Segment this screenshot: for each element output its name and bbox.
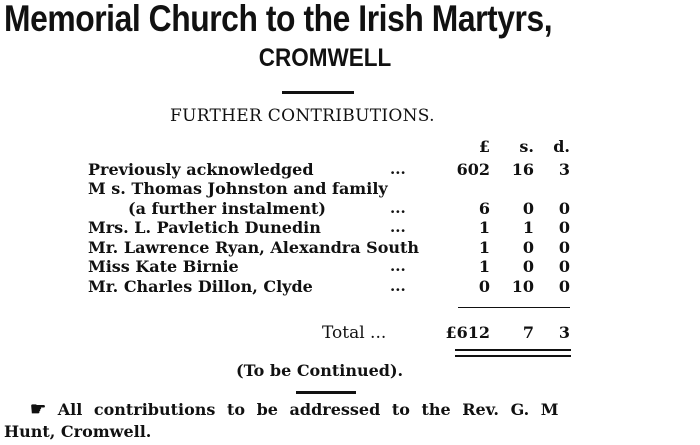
amount-shillings: 0 [522, 257, 534, 276]
divider [296, 391, 356, 394]
amount-pounds: 1 [478, 238, 490, 257]
amount-pence: 0 [558, 238, 570, 257]
amount-pounds: 1 [478, 218, 490, 237]
column-pounds: £ [478, 137, 490, 156]
leader-dots: ... [390, 160, 406, 178]
amount-pence: 0 [558, 277, 570, 296]
pointing-hand-icon: ☛ [30, 399, 47, 420]
continued-note: (To be Continued). [236, 361, 404, 380]
contributor-name: Mr. Lawrence Ryan, Alexandra South [88, 238, 420, 257]
footer-line-2: Hunt, Cromwell. [4, 422, 152, 441]
amount-shillings: 0 [522, 199, 534, 218]
contributor-name: Previously acknowledged [88, 160, 314, 179]
leader-dots: ... [390, 277, 406, 295]
total-double-rule-bottom [455, 355, 571, 357]
amount-pence: 0 [558, 257, 570, 276]
section-heading: FURTHER CONTRIBUTIONS. [170, 106, 435, 126]
contributor-name: Mrs. L. Pavletich Dunedin [88, 218, 321, 237]
divider [282, 91, 354, 94]
column-shillings: s. [519, 137, 534, 156]
total-double-rule-top [455, 349, 571, 351]
amount-pounds: 0 [478, 277, 490, 296]
amount-pence: 0 [558, 199, 570, 218]
leader-dots: ... [390, 199, 406, 217]
sum-rule [458, 307, 570, 308]
total-shillings: 7 [522, 323, 534, 342]
amount-shillings: 1 [522, 218, 534, 237]
total-pence: 3 [558, 323, 570, 342]
contributor-name: M s. Thomas Johnston and family [88, 179, 388, 198]
subtitle: CROMWELL [258, 44, 392, 72]
amount-shillings: 10 [511, 277, 534, 296]
leader-dots: ... [390, 218, 406, 236]
footer-text: All contributions to be addressed to the… [57, 400, 559, 419]
contributor-name: (a further instalment) [128, 199, 326, 218]
amount-pounds: 1 [478, 257, 490, 276]
column-pence: d. [553, 137, 570, 156]
amount-pence: 3 [558, 160, 570, 179]
amount-pounds: 602 [456, 160, 490, 179]
page-title: Memorial Church to the Irish Martyrs, [4, 0, 553, 39]
footer-line-1: ☛ All contributions to be addressed to t… [30, 399, 559, 420]
total-label: Total ... [322, 323, 387, 343]
contributor-name: Miss Kate Birnie [88, 257, 239, 276]
contributor-name: Mr. Charles Dillon, Clyde [88, 277, 313, 296]
amount-shillings: 16 [511, 160, 534, 179]
leader-dots: ... [390, 257, 406, 275]
amount-pence: 0 [558, 218, 570, 237]
amount-pounds: 6 [478, 199, 490, 218]
amount-shillings: 0 [522, 238, 534, 257]
total-pounds: £612 [445, 323, 490, 342]
